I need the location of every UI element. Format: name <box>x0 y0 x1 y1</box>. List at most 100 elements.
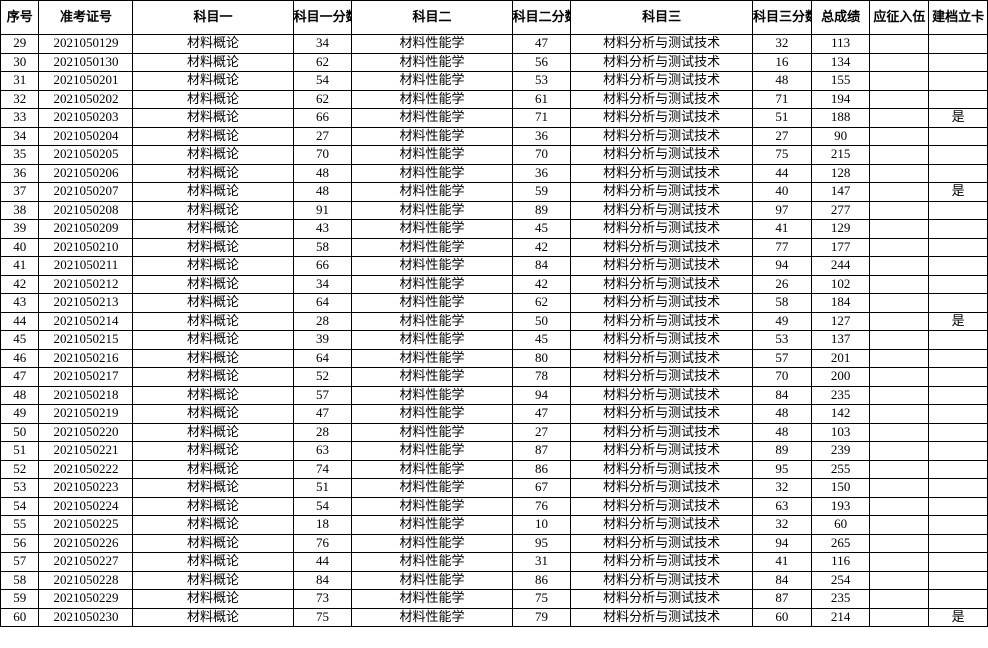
header-seq: 序号 <box>1 1 39 35</box>
cell-enlist <box>870 201 929 220</box>
cell-total: 102 <box>811 275 870 294</box>
cell-total: 150 <box>811 479 870 498</box>
cell-score1: 64 <box>293 294 352 313</box>
table-row: 582021050228材料概论84材料性能学86材料分析与测试技术84254 <box>1 571 988 590</box>
cell-file <box>929 238 988 257</box>
table-row: 312021050201材料概论54材料性能学53材料分析与测试技术48155 <box>1 72 988 91</box>
cell-seq: 46 <box>1 349 39 368</box>
cell-score1: 43 <box>293 220 352 239</box>
cell-enlist <box>870 257 929 276</box>
cell-score2: 50 <box>512 312 571 331</box>
cell-score1: 62 <box>293 90 352 109</box>
header-enlist: 应征入伍 <box>870 1 929 35</box>
cell-subject3: 材料分析与测试技术 <box>571 442 753 461</box>
cell-total: 235 <box>811 590 870 609</box>
cell-subject3: 材料分析与测试技术 <box>571 386 753 405</box>
cell-subject3: 材料分析与测试技术 <box>571 331 753 350</box>
table-row: 512021050221材料概论63材料性能学87材料分析与测试技术89239 <box>1 442 988 461</box>
cell-enlist <box>870 312 929 331</box>
cell-seq: 57 <box>1 553 39 572</box>
table-row: 422021050212材料概论34材料性能学42材料分析与测试技术26102 <box>1 275 988 294</box>
cell-seq: 50 <box>1 423 39 442</box>
cell-enlist <box>870 368 929 387</box>
cell-enlist <box>870 386 929 405</box>
cell-score3: 89 <box>752 442 811 461</box>
cell-subject1: 材料概论 <box>133 164 293 183</box>
cell-total: 255 <box>811 460 870 479</box>
cell-exam-id: 2021050211 <box>39 257 133 276</box>
cell-seq: 51 <box>1 442 39 461</box>
cell-subject2: 材料性能学 <box>352 53 512 72</box>
cell-score2: 89 <box>512 201 571 220</box>
cell-exam-id: 2021050206 <box>39 164 133 183</box>
cell-seq: 49 <box>1 405 39 424</box>
cell-enlist <box>870 275 929 294</box>
cell-file <box>929 349 988 368</box>
cell-score1: 76 <box>293 534 352 553</box>
cell-subject1: 材料概论 <box>133 72 293 91</box>
cell-subject3: 材料分析与测试技术 <box>571 608 753 627</box>
header-exam-id: 准考证号 <box>39 1 133 35</box>
cell-subject2: 材料性能学 <box>352 460 512 479</box>
cell-seq: 38 <box>1 201 39 220</box>
cell-score1: 28 <box>293 312 352 331</box>
cell-file <box>929 220 988 239</box>
cell-file <box>929 442 988 461</box>
cell-subject3: 材料分析与测试技术 <box>571 109 753 128</box>
cell-score2: 70 <box>512 146 571 165</box>
cell-score2: 47 <box>512 405 571 424</box>
cell-score2: 36 <box>512 127 571 146</box>
cell-score2: 42 <box>512 238 571 257</box>
cell-subject1: 材料概论 <box>133 460 293 479</box>
cell-score1: 54 <box>293 497 352 516</box>
cell-subject3: 材料分析与测试技术 <box>571 201 753 220</box>
cell-total: 90 <box>811 127 870 146</box>
cell-file <box>929 386 988 405</box>
cell-subject1: 材料概论 <box>133 497 293 516</box>
cell-seq: 59 <box>1 590 39 609</box>
cell-subject1: 材料概论 <box>133 238 293 257</box>
cell-score1: 47 <box>293 405 352 424</box>
cell-file <box>929 72 988 91</box>
cell-enlist <box>870 220 929 239</box>
cell-file <box>929 423 988 442</box>
cell-total: 194 <box>811 90 870 109</box>
table-row: 352021050205材料概论70材料性能学70材料分析与测试技术75215 <box>1 146 988 165</box>
cell-subject1: 材料概论 <box>133 386 293 405</box>
cell-subject3: 材料分析与测试技术 <box>571 460 753 479</box>
cell-total: 116 <box>811 553 870 572</box>
cell-total: 184 <box>811 294 870 313</box>
cell-score1: 63 <box>293 442 352 461</box>
cell-score2: 56 <box>512 53 571 72</box>
cell-seq: 54 <box>1 497 39 516</box>
cell-total: 60 <box>811 516 870 535</box>
cell-enlist <box>870 35 929 54</box>
table-row: 442021050214材料概论28材料性能学50材料分析与测试技术49127是 <box>1 312 988 331</box>
cell-subject2: 材料性能学 <box>352 312 512 331</box>
table-row: 462021050216材料概论64材料性能学80材料分析与测试技术57201 <box>1 349 988 368</box>
cell-score2: 76 <box>512 497 571 516</box>
cell-score1: 62 <box>293 53 352 72</box>
cell-file <box>929 257 988 276</box>
cell-subject2: 材料性能学 <box>352 109 512 128</box>
table-row: 532021050223材料概论51材料性能学67材料分析与测试技术32150 <box>1 479 988 498</box>
cell-file <box>929 294 988 313</box>
cell-exam-id: 2021050221 <box>39 442 133 461</box>
table-row: 602021050230材料概论75材料性能学79材料分析与测试技术60214是 <box>1 608 988 627</box>
table-row: 552021050225材料概论18材料性能学10材料分析与测试技术3260 <box>1 516 988 535</box>
cell-subject2: 材料性能学 <box>352 368 512 387</box>
table-row: 362021050206材料概论48材料性能学36材料分析与测试技术44128 <box>1 164 988 183</box>
cell-score2: 95 <box>512 534 571 553</box>
cell-exam-id: 2021050223 <box>39 479 133 498</box>
cell-subject3: 材料分析与测试技术 <box>571 275 753 294</box>
cell-score2: 45 <box>512 331 571 350</box>
cell-score2: 31 <box>512 553 571 572</box>
cell-subject2: 材料性能学 <box>352 238 512 257</box>
cell-score1: 27 <box>293 127 352 146</box>
cell-seq: 36 <box>1 164 39 183</box>
cell-total: 244 <box>811 257 870 276</box>
cell-subject1: 材料概论 <box>133 127 293 146</box>
cell-file <box>929 590 988 609</box>
cell-total: 193 <box>811 497 870 516</box>
cell-subject3: 材料分析与测试技术 <box>571 590 753 609</box>
